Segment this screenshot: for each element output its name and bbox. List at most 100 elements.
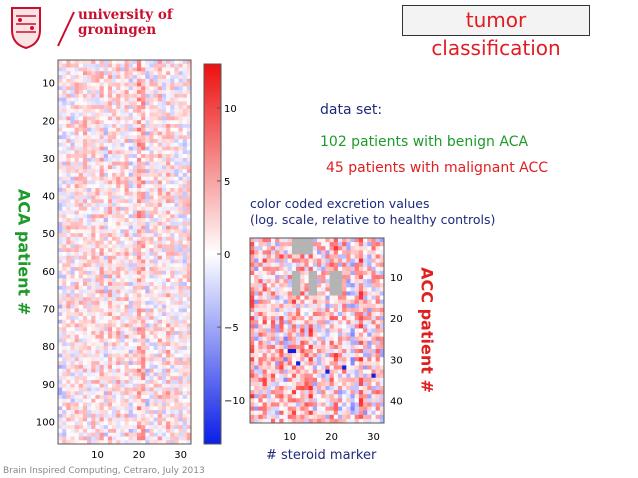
heatmap-cell	[116, 270, 121, 275]
heatmap-cell	[321, 349, 326, 354]
heatmap-cell	[329, 303, 335, 309]
heatmap-cell	[120, 82, 125, 87]
heatmap-cell	[99, 75, 105, 80]
heatmap-cell	[174, 425, 179, 430]
heatmap-cell	[95, 255, 100, 260]
heatmap-cell	[70, 316, 75, 321]
heatmap-cell	[161, 78, 167, 83]
heatmap-cell	[116, 244, 121, 249]
heatmap-cell	[82, 93, 88, 98]
heatmap-cell	[170, 67, 175, 72]
heatmap-cell	[371, 238, 376, 243]
heatmap-cell	[103, 105, 109, 110]
heatmap-cell	[379, 357, 385, 362]
heatmap-cell	[308, 299, 314, 305]
heatmap-cell	[82, 236, 88, 241]
heatmap-cell	[312, 402, 318, 407]
heatmap-cell	[296, 299, 301, 305]
heatmap-cell	[66, 304, 71, 309]
heatmap-cell	[120, 300, 125, 305]
heatmap-cell	[82, 323, 88, 328]
heatmap-cell	[62, 90, 67, 95]
heatmap-cell	[87, 199, 92, 204]
heatmap-cell	[283, 402, 288, 407]
heatmap-cell	[58, 387, 63, 392]
heatmap-cell	[74, 270, 80, 275]
heatmap-cell	[78, 372, 84, 377]
heatmap-cell	[325, 254, 330, 259]
heatmap-cell	[70, 184, 75, 189]
heatmap-cell	[120, 357, 125, 362]
heatmap-cell	[262, 332, 268, 337]
heatmap-cell	[270, 328, 276, 333]
heatmap-cell	[157, 116, 163, 121]
heatmap-cell	[91, 297, 96, 302]
heatmap-cell	[149, 191, 154, 196]
heatmap-cell	[99, 308, 105, 313]
heatmap-cell	[262, 386, 268, 391]
heatmap-cell	[116, 135, 121, 140]
heatmap-cell	[250, 287, 255, 292]
heatmap-cell	[62, 425, 67, 430]
heatmap-cell	[375, 410, 381, 416]
heatmap-cell	[363, 320, 368, 325]
heatmap-cell	[270, 291, 276, 296]
heatmap-cell	[66, 139, 71, 144]
heatmap-cell	[132, 428, 138, 433]
heatmap-cell	[367, 336, 372, 342]
heatmap-cell	[62, 252, 67, 257]
heatmap-cell	[74, 78, 80, 83]
heatmap-cell	[342, 246, 347, 251]
heatmap-cell	[170, 342, 175, 347]
heatmap-cell	[279, 328, 284, 333]
heatmap-cell	[103, 139, 109, 144]
heatmap-cell	[91, 402, 96, 407]
heatmap-cell	[87, 233, 92, 238]
heatmap-cell	[300, 340, 305, 346]
heatmap-cell	[58, 101, 63, 106]
heatmap-cell	[70, 63, 75, 68]
heatmap-cell	[182, 225, 188, 230]
heatmap-cell	[363, 336, 368, 342]
heatmap-cell	[149, 169, 154, 174]
heatmap-cell	[250, 353, 255, 358]
heatmap-cell	[149, 229, 154, 234]
heatmap-cell	[103, 120, 109, 125]
heatmap-cell	[333, 299, 339, 305]
heatmap-cell	[367, 279, 372, 284]
heatmap-cell	[99, 413, 105, 418]
heatmap-cell	[182, 300, 188, 305]
heatmap-cell	[166, 67, 171, 72]
heatmap-cell	[91, 398, 96, 403]
heatmap-cell	[379, 258, 385, 263]
heatmap-cell	[132, 214, 138, 219]
heatmap-cell	[116, 395, 121, 400]
heatmap-cell	[325, 279, 330, 284]
heatmap-cell	[99, 214, 105, 219]
heatmap-cell	[312, 270, 318, 276]
heatmap-cell	[128, 342, 134, 347]
heatmap-cell	[166, 229, 171, 234]
heatmap-cell	[296, 340, 301, 346]
heatmap-cell	[325, 410, 330, 416]
heatmap-cell	[363, 328, 368, 333]
heatmap-cell	[363, 266, 368, 272]
heatmap-cell	[375, 349, 381, 354]
heatmap-cell	[182, 308, 188, 313]
heatmap-cell	[95, 270, 100, 275]
heatmap-cell	[153, 135, 159, 140]
heatmap-cell	[321, 266, 326, 272]
heatmap-cell	[325, 406, 330, 411]
dataset-heading: data set:	[320, 102, 383, 118]
heatmap-cell	[112, 255, 117, 260]
heatmap-cell	[62, 293, 67, 298]
heatmap-cell	[161, 285, 167, 290]
heatmap-cell	[182, 127, 188, 132]
heatmap-cell	[337, 398, 343, 403]
heatmap-cell	[250, 303, 255, 309]
heatmap-cell	[371, 254, 376, 259]
heatmap-cell	[258, 287, 263, 292]
heatmap-cell	[66, 278, 71, 283]
heatmap-cell	[87, 255, 92, 260]
heatmap-cell	[120, 60, 125, 65]
